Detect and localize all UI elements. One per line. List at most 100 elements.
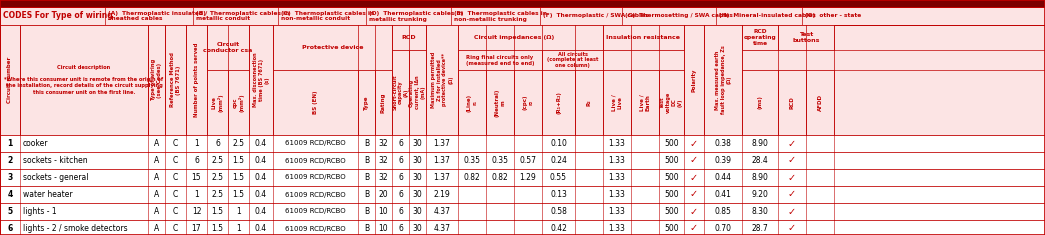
Text: (Neutral)
rn: (Neutral) rn [494,88,506,117]
Text: 1: 1 [194,190,199,199]
Text: A: A [154,207,159,216]
Text: 28.7: 28.7 [751,224,768,233]
Text: 1: 1 [236,207,241,216]
Text: 2: 2 [7,156,13,165]
Text: (cpc)
r₂: (cpc) r₂ [522,95,533,110]
Text: 500: 500 [665,190,679,199]
Text: water heater: water heater [23,190,72,199]
Text: 0.82: 0.82 [464,173,481,182]
Bar [0,203,1045,220]
Bar [542,70,575,135]
Bar [0,135,1045,152]
Text: 6: 6 [7,224,13,233]
Text: Type: Type [364,95,369,110]
Text: Test
buttons: Test buttons [792,32,819,43]
Text: All circuits
(complete at least
one column): All circuits (complete at least one colu… [547,52,598,68]
Bar [207,70,228,135]
Text: 1.37: 1.37 [434,173,450,182]
Text: 12: 12 [191,207,202,216]
Text: B: B [364,139,369,148]
Text: ✓: ✓ [690,189,698,200]
Text: ✓: ✓ [690,223,698,234]
Text: (C)  Thermoplastic cables in
non-metallic conduit: (C) Thermoplastic cables in non-metallic… [281,11,374,21]
Text: 1.33: 1.33 [608,207,626,216]
Text: 6: 6 [215,139,219,148]
Text: 0.82: 0.82 [491,173,508,182]
Bar [603,70,631,135]
Text: cpc
(mm²): cpc (mm²) [232,93,245,112]
Text: RCD: RCD [790,96,794,109]
Text: Circuit impedances (Ω): Circuit impedances (Ω) [474,35,555,40]
Bar [375,70,392,135]
Bar [228,70,249,135]
Text: C: C [172,156,178,165]
Text: Type of wiring
(see Codes): Type of wiring (see Codes) [152,59,162,101]
Text: Circuit number: Circuit number [7,57,13,103]
Text: lights - 2 / smoke detectors: lights - 2 / smoke detectors [23,224,127,233]
Text: 0.55: 0.55 [550,173,567,182]
Bar [249,25,273,135]
Text: (E)  Thermoplastic cables in
non-metallic trunking: (E) Thermoplastic cables in non-metallic… [454,11,547,21]
Text: 0.38: 0.38 [715,139,732,148]
Text: C: C [172,139,178,148]
Text: Maximum permitted
Zs for installed
protective device**
(Ω): Maximum permitted Zs for installed prote… [431,52,454,108]
Text: 0.44: 0.44 [715,173,732,182]
Text: 0.4: 0.4 [255,173,268,182]
Text: 61009 RCD/RCBO: 61009 RCD/RCBO [285,226,346,231]
Bar [148,25,165,135]
Text: 30: 30 [413,207,422,216]
Text: 2.5: 2.5 [232,139,245,148]
Text: 0.4: 0.4 [255,156,268,165]
Text: A: A [154,139,159,148]
Text: Insulation resistance: Insulation resistance [606,35,680,40]
Bar [704,25,742,135]
Text: 0.41: 0.41 [715,190,732,199]
Text: C: C [172,224,178,233]
Bar [0,169,1045,186]
Text: 0.85: 0.85 [715,207,732,216]
Text: 8.90: 8.90 [751,139,768,148]
Text: 6: 6 [194,156,199,165]
Text: 1: 1 [194,139,199,148]
Text: (A)  Thermoplastic insulated /
sheathed cables: (A) Thermoplastic insulated / sheathed c… [108,11,207,21]
Text: RCD
operating
time: RCD operating time [744,29,776,46]
Text: 6: 6 [398,156,403,165]
Text: Polarity: Polarity [692,68,697,92]
Text: B: B [364,224,369,233]
Text: 0.35: 0.35 [491,156,509,165]
Text: ✓: ✓ [788,156,796,165]
Text: Protective device: Protective device [302,45,364,50]
Text: ✓: ✓ [690,156,698,165]
Text: C: C [172,207,178,216]
Bar [777,25,834,50]
Text: AFDD: AFDD [817,94,822,111]
Text: 0.35: 0.35 [464,156,481,165]
Bar [659,70,684,135]
Text: 0.42: 0.42 [550,224,567,233]
Text: 10: 10 [378,207,389,216]
Text: 1.37: 1.37 [434,156,450,165]
Bar [684,25,704,135]
Text: ✓: ✓ [788,223,796,234]
Text: 0.70: 0.70 [715,224,732,233]
Text: 500: 500 [665,224,679,233]
Text: B: B [364,173,369,182]
Text: 0.58: 0.58 [550,207,567,216]
Bar [631,70,659,135]
Text: ✓: ✓ [788,189,796,200]
Text: 1.37: 1.37 [434,139,450,148]
Text: ✓: ✓ [788,207,796,216]
Text: 1.5: 1.5 [211,207,224,216]
Text: 15: 15 [191,173,202,182]
Text: sockets - general: sockets - general [23,173,89,182]
Text: A: A [154,156,159,165]
Bar [392,50,409,135]
Text: 1: 1 [7,139,13,148]
Text: 0.57: 0.57 [519,156,536,165]
Bar [0,152,1045,169]
Bar [426,25,603,50]
Bar [20,25,148,135]
Bar [0,25,1045,135]
Text: (G)  Thermosetting / SWA cables: (G) Thermosetting / SWA cables [625,13,733,19]
Text: 2.5: 2.5 [211,190,224,199]
